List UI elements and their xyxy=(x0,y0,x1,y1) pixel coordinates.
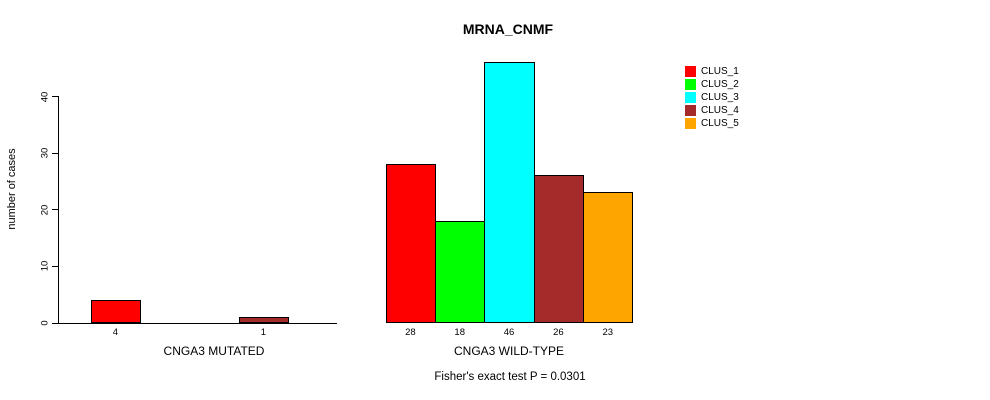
bar-value-label: 18 xyxy=(454,326,466,338)
bar-value-label: 23 xyxy=(602,326,614,338)
group-label-wild-type: CNGA3 WILD-TYPE xyxy=(453,344,565,358)
legend-swatch-clus_2 xyxy=(685,79,696,91)
y-tick-label: 0 xyxy=(39,320,51,326)
y-tick-label: 40 xyxy=(39,91,51,102)
x-axis-line xyxy=(58,322,338,324)
y-axis-line xyxy=(58,96,59,324)
bar-clus_1-group0 xyxy=(90,299,142,324)
bar-value-label: 4 xyxy=(112,326,119,338)
y-tick xyxy=(52,209,58,211)
bar-clus_5-group1 xyxy=(583,192,634,324)
bar-value-label: 28 xyxy=(405,326,416,338)
y-tick xyxy=(52,152,58,154)
y-tick xyxy=(52,96,58,98)
legend-swatch-clus_4 xyxy=(685,105,696,117)
y-tick xyxy=(52,322,58,324)
legend-label-clus_3: CLUS_3 xyxy=(701,92,739,104)
legend-label-clus_2: CLUS_2 xyxy=(701,79,739,91)
y-tick xyxy=(52,265,58,267)
bar-clus_4-group0 xyxy=(238,316,290,324)
legend-label-clus_4: CLUS_4 xyxy=(701,105,739,117)
y-tick-label: 10 xyxy=(39,261,51,272)
y-tick-label: 30 xyxy=(39,147,51,159)
y-tick-label: 20 xyxy=(39,204,51,216)
legend-swatch-clus_1 xyxy=(685,66,696,77)
legend-label-clus_5: CLUS_5 xyxy=(701,118,739,130)
y-axis-label: number of cases xyxy=(6,148,18,230)
bar-clus_1-group1 xyxy=(385,164,437,324)
legend-label-clus_1: CLUS_1 xyxy=(701,66,739,77)
legend-swatch-clus_3 xyxy=(685,92,696,104)
bar-clus_3-group1 xyxy=(484,62,535,324)
group-label-mutated: CNGA3 MUTATED xyxy=(163,344,265,358)
bar-value-label: 1 xyxy=(260,326,267,338)
bar-clus_2-group1 xyxy=(435,220,486,324)
fisher-test-annotation: Fisher's exact test P = 0.0301 xyxy=(434,371,586,383)
chart-title: MRNA_CNMF xyxy=(462,21,554,37)
legend-swatch-clus_5 xyxy=(685,118,696,130)
bar-clus_4-group1 xyxy=(533,175,585,324)
bar-value-label: 46 xyxy=(503,326,515,338)
bar-value-label: 26 xyxy=(553,326,564,338)
